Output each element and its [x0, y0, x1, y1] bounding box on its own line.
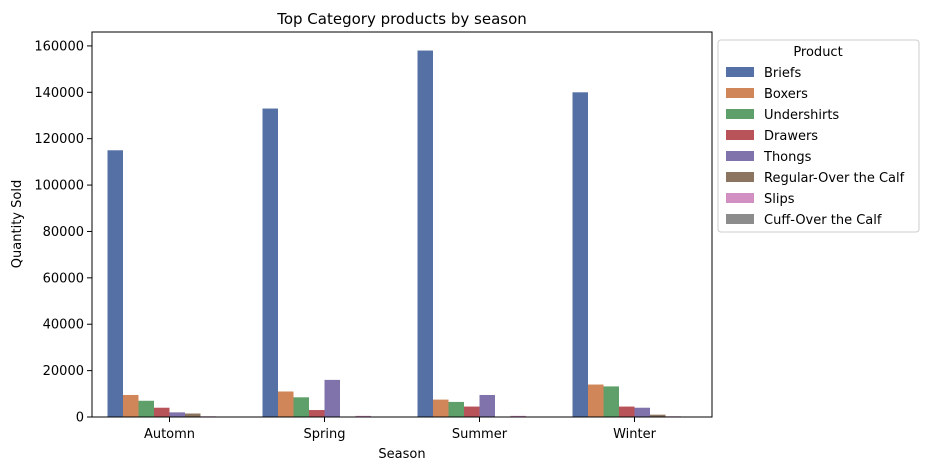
y-tick-label: 160000	[34, 39, 84, 54]
bar	[138, 400, 154, 417]
legend-frame	[717, 39, 920, 233]
legend-swatch	[726, 67, 754, 77]
bar	[510, 415, 526, 417]
bar	[154, 407, 170, 417]
legend-swatch	[726, 130, 754, 140]
bar	[262, 108, 278, 417]
bar	[293, 397, 309, 417]
x-tick-label: Winter	[613, 427, 657, 442]
bar	[185, 413, 201, 417]
bar	[603, 386, 619, 417]
bar	[278, 391, 294, 417]
bar	[479, 394, 495, 417]
legend-label: Regular-Over the Calf	[764, 171, 905, 186]
bar	[650, 414, 666, 417]
legend-label: Drawers	[764, 129, 818, 144]
legend-swatch	[726, 172, 754, 182]
bar	[588, 384, 604, 417]
legend-swatch	[726, 214, 754, 224]
legend-label: Undershirts	[764, 108, 839, 123]
x-tick-label: Summer	[452, 427, 508, 442]
legend-label: Thongs	[763, 150, 812, 165]
y-tick-label: 120000	[34, 132, 84, 147]
x-tick-label: Spring	[304, 427, 346, 442]
bar	[123, 394, 139, 417]
bar	[417, 50, 433, 418]
legend: Product Briefs Boxers Undershirts Drawers Th…	[717, 39, 920, 233]
axes-group: 0 20000 40000 60000 80000 100000 120000 140000 1…	[34, 39, 656, 442]
legend-swatch	[726, 109, 754, 119]
bar	[572, 92, 588, 418]
legend-label: Boxers	[764, 87, 808, 102]
bars-group	[107, 50, 681, 418]
y-tick-label: 20000	[43, 364, 84, 379]
legend-label: Cuff-Over the Calf	[764, 213, 882, 228]
legend-label: Slips	[764, 192, 795, 207]
bar	[324, 379, 340, 417]
bar	[355, 415, 371, 417]
y-tick-label: 60000	[43, 271, 84, 286]
legend-swatch	[726, 151, 754, 161]
y-tick-label: 0	[76, 411, 84, 426]
y-tick-label: 100000	[34, 179, 84, 194]
plot-frame	[91, 31, 713, 418]
y-tick-label: 80000	[43, 225, 84, 240]
bar	[619, 406, 635, 417]
bar	[433, 399, 449, 417]
legend-swatch	[726, 193, 754, 203]
legend-items: Briefs Boxers Undershirts Drawers Thongs Regu…	[726, 66, 905, 228]
bar	[448, 401, 464, 417]
x-axis-label: Season	[378, 447, 425, 462]
bar	[107, 150, 123, 417]
bar	[169, 412, 185, 417]
y-axis-label: Quantity Sold	[10, 180, 25, 268]
bar	[464, 406, 480, 417]
y-tick-label: 40000	[43, 318, 84, 333]
chart-title: Top Category products by season	[276, 10, 527, 28]
y-tick-label: 140000	[34, 86, 84, 101]
bar	[634, 407, 650, 417]
legend-label: Briefs	[764, 66, 801, 81]
legend-swatch	[726, 88, 754, 98]
bar	[309, 410, 325, 417]
legend-title: Product	[793, 45, 842, 60]
x-tick-label: Automn	[144, 427, 195, 442]
